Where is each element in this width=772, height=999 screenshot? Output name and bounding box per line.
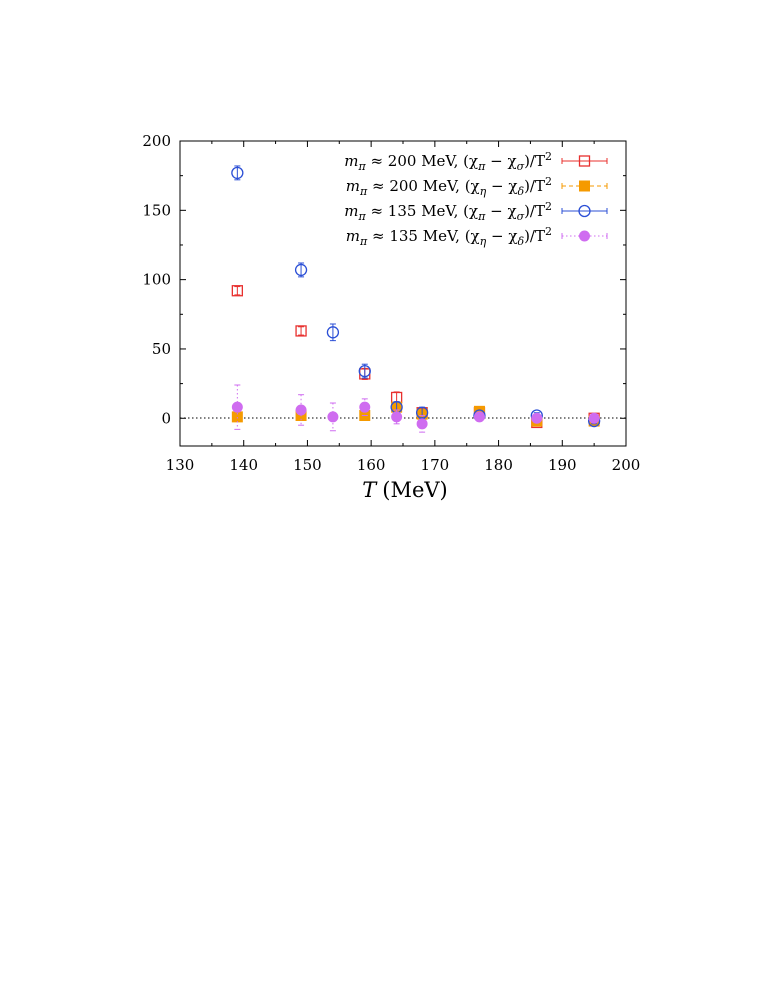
legend-part: − χ	[486, 227, 517, 245]
legend-part: π	[359, 235, 368, 248]
legend-part: ≈ 200 MeV, (χ	[366, 152, 478, 170]
legend-part: − χ	[485, 202, 516, 220]
legend-label: mπ ≈ 200 MeV, (χπ − χσ)/T2	[344, 150, 552, 173]
series-3	[231, 384, 600, 433]
legend-part: ≈ 135 MeV, (χ	[367, 227, 479, 245]
legend-part: )/T	[524, 177, 545, 195]
legend-marker	[579, 230, 590, 242]
data-point	[390, 391, 403, 404]
legend-part: σ	[517, 160, 525, 173]
y-axis-ticks: 0 50 100 150 200	[142, 132, 626, 427]
data-point	[326, 326, 340, 339]
legend-part: )/T	[524, 152, 545, 170]
data-point	[416, 418, 428, 430]
x-tick-label: 180	[484, 456, 513, 474]
legend-part: η	[480, 235, 487, 248]
data-point	[327, 411, 339, 423]
x-axis-unit: (MeV)	[382, 478, 447, 502]
data-point	[391, 411, 403, 423]
legend-part: )/T	[524, 227, 545, 245]
legend-part: π	[359, 185, 368, 198]
data-point	[531, 412, 543, 424]
legend-exponent: 2	[545, 200, 552, 213]
x-tick-label: 140	[229, 456, 258, 474]
legend-exponent: 2	[545, 150, 552, 163]
data-point	[231, 401, 243, 413]
x-tick-label: 150	[293, 456, 322, 474]
legend-part: η	[480, 185, 487, 198]
series-layer	[231, 165, 601, 433]
legend-part: m	[346, 227, 360, 245]
legend-label: mπ ≈ 200 MeV, (χη − χδ)/T2	[346, 175, 552, 198]
legend-marker	[579, 180, 590, 192]
legend-part: δ	[517, 185, 524, 198]
data-point	[295, 325, 307, 337]
y-tick-label: 100	[142, 271, 171, 289]
legend-part: ≈ 135 MeV, (χ	[366, 202, 478, 220]
legend-part: m	[344, 202, 358, 220]
x-tick-label: 200	[612, 456, 641, 474]
legend-part: σ	[517, 210, 525, 223]
data-point	[231, 166, 244, 180]
legend-part: − χ	[485, 152, 516, 170]
data-point	[295, 404, 307, 416]
x-tick-label: 170	[421, 456, 450, 474]
legend-marker	[578, 155, 591, 167]
legend-label: mπ ≈ 135 MeV, (χπ − χσ)/T2	[344, 200, 552, 223]
data-point	[294, 263, 308, 277]
y-tick-label: 50	[152, 340, 171, 358]
legend-part: m	[344, 152, 358, 170]
data-point	[588, 412, 600, 424]
x-tick-label: 160	[357, 456, 386, 474]
legend-part: ≈ 200 MeV, (χ	[367, 177, 479, 195]
y-tick-label: 150	[142, 201, 171, 219]
legend-marker	[578, 204, 591, 218]
data-point	[359, 401, 371, 413]
legend-part: m	[346, 177, 360, 195]
x-tick-label: 130	[166, 456, 195, 474]
legend-part: )/T	[524, 202, 545, 220]
x-axis-ticks: 130 140 150 160 170 180 190 200	[166, 141, 641, 474]
legend-part: π	[357, 210, 366, 223]
legend-part: π	[357, 160, 366, 173]
legend-part: π	[477, 210, 486, 223]
data-point	[358, 364, 371, 378]
legend-part: π	[477, 160, 486, 173]
series-0	[231, 285, 600, 429]
legend-part: δ	[517, 235, 524, 248]
legend-part: − χ	[486, 177, 517, 195]
y-tick-label: 0	[161, 409, 171, 427]
data-point	[231, 285, 243, 297]
legend-label: mπ ≈ 135 MeV, (χη − χδ)/T2	[346, 225, 552, 248]
x-axis-symbol: T	[362, 478, 378, 502]
x-axis-title: T (MeV)	[362, 478, 448, 502]
legend-exponent: 2	[545, 175, 552, 188]
data-point	[473, 411, 485, 423]
data-point	[415, 406, 429, 419]
legend-exponent: 2	[545, 225, 552, 238]
x-tick-label: 190	[548, 456, 577, 474]
series-1	[231, 401, 600, 427]
y-tick-label: 200	[142, 132, 171, 150]
